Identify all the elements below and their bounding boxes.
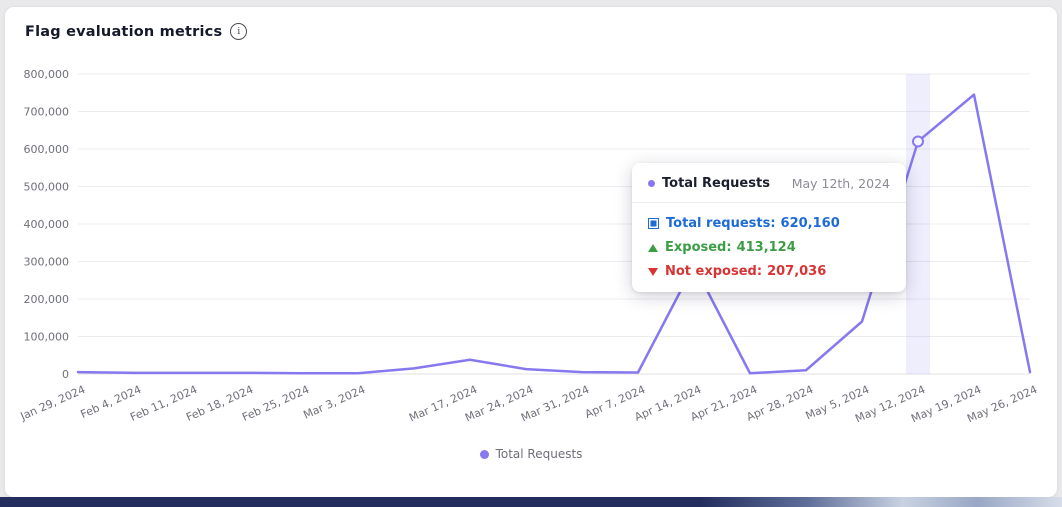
tooltip-row-value: 207,036	[767, 264, 827, 279]
tooltip-total-requests-row: Total requests: 620,160	[648, 216, 890, 231]
tooltip-header: Total Requests May 12th, 2024	[632, 163, 906, 203]
tooltip-row-value: 413,124	[736, 240, 796, 255]
tooltip-body: Total requests: 620,160 Exposed: 413,124…	[632, 203, 906, 292]
tooltip-not-exposed-row: Not exposed: 207,036	[648, 264, 890, 279]
triangle-down-icon	[648, 267, 658, 276]
tooltip-row-label: Not exposed:	[665, 264, 763, 279]
legend-label: Total Requests	[495, 447, 583, 461]
svg-text:400,000: 400,000	[24, 218, 70, 231]
svg-text:500,000: 500,000	[24, 181, 70, 194]
svg-text:800,000: 800,000	[24, 68, 70, 81]
svg-text:Mar 3, 2024: Mar 3, 2024	[301, 383, 367, 422]
svg-text:Jan 29, 2024: Jan 29, 2024	[18, 383, 88, 424]
card-header: Flag evaluation metrics i	[5, 7, 1057, 57]
tooltip-row-label: Exposed:	[665, 240, 732, 255]
tooltip-row-value: 620,160	[780, 216, 840, 231]
tooltip-exposed-row: Exposed: 413,124	[648, 240, 890, 255]
page-bottom-strip	[0, 497, 1062, 507]
tooltip-row-label: Total requests:	[666, 216, 776, 231]
svg-text:200,000: 200,000	[24, 293, 70, 306]
triangle-up-icon	[648, 243, 658, 252]
chart-legend[interactable]: Total Requests	[5, 447, 1057, 461]
page-title: Flag evaluation metrics	[25, 23, 223, 40]
svg-text:700,000: 700,000	[24, 106, 70, 119]
square-icon	[648, 218, 659, 229]
line-chart[interactable]: 0 100,000 200,000 300,000 400,000 500,000 600,…	[5, 57, 1057, 445]
legend-dot-icon	[479, 449, 489, 459]
svg-text:300,000: 300,000	[24, 256, 70, 269]
metrics-card: Flag evaluation metrics i 0 100,000 200,00…	[4, 6, 1058, 498]
chart-area[interactable]: 0 100,000 200,000 300,000 400,000 500,000 600,…	[5, 57, 1057, 461]
info-icon[interactable]: i	[230, 23, 248, 40]
tooltip-date: May 12th, 2024	[791, 176, 890, 191]
svg-text:600,000: 600,000	[24, 143, 70, 156]
chart-tooltip: Total Requests May 12th, 2024 Total requ…	[632, 163, 906, 292]
tooltip-series-label: Total Requests	[662, 176, 770, 191]
svg-text:0: 0	[62, 368, 69, 381]
series-dot-icon	[648, 180, 655, 187]
svg-text:100,000: 100,000	[24, 331, 70, 344]
